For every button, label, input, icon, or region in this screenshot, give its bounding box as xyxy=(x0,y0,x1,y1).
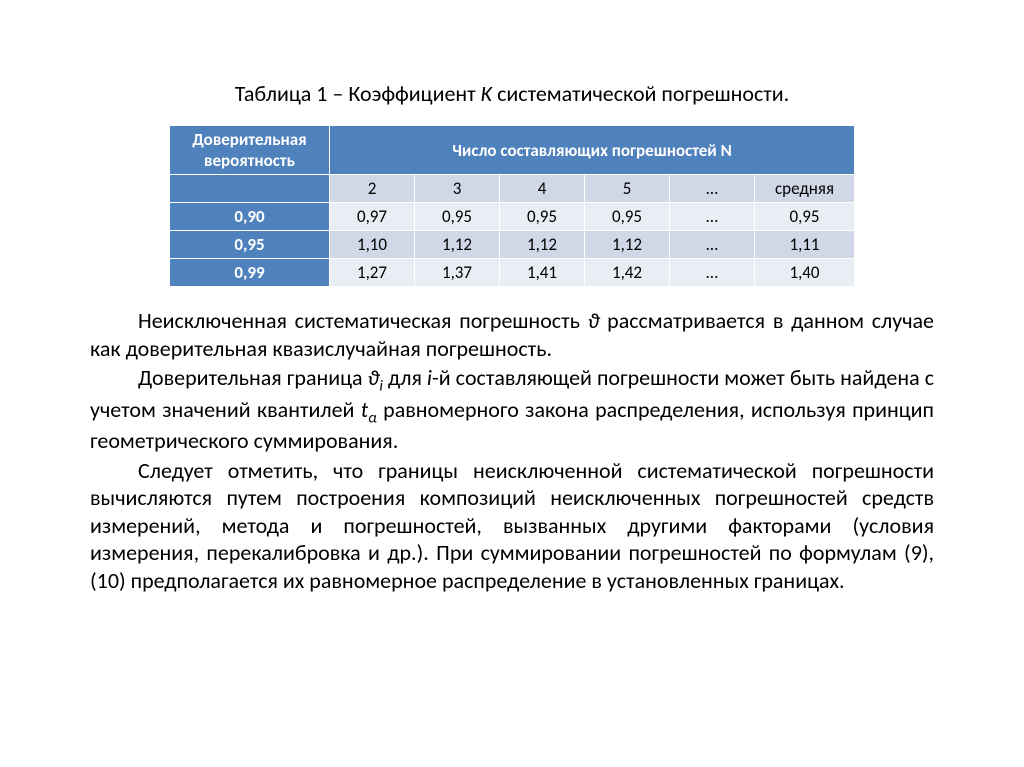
coefficient-table: Доверительная вероятность Число составля… xyxy=(169,125,855,287)
row-label: 0,95 xyxy=(170,231,330,259)
theta-i-symbol: ϑi xyxy=(368,364,383,391)
header-n-col: 2 xyxy=(330,175,415,203)
table-header-row-1: Доверительная вероятность Число составля… xyxy=(170,126,855,175)
theta-char: ϑ xyxy=(368,364,380,391)
header-n-col: 4 xyxy=(500,175,585,203)
caption-coefficient-symbol: K xyxy=(481,80,492,107)
header-n-col: … xyxy=(670,175,755,203)
table-cell: … xyxy=(670,231,755,259)
table-cell: 1,37 xyxy=(415,259,500,287)
body-text: Неисключенная систематическая погрешност… xyxy=(90,307,934,594)
table-row: 0,991,271,371,411,42…1,40 xyxy=(170,259,855,287)
table-cell: 1,41 xyxy=(500,259,585,287)
table-cell: 1,11 xyxy=(755,231,855,259)
table-cell: 0,95 xyxy=(755,203,855,231)
theta-symbol: ϑ xyxy=(588,307,600,334)
row-label: 0,99 xyxy=(170,259,330,287)
table-cell: 1,42 xyxy=(585,259,670,287)
p2-text-a: Доверительная граница xyxy=(138,364,368,391)
header-component-count: Число составляющих погрешностей N xyxy=(330,126,855,175)
table-cell: … xyxy=(670,203,755,231)
table-cell: 1,27 xyxy=(330,259,415,287)
caption-prefix: Таблица 1 – Коэффициент xyxy=(235,80,481,107)
t-sub: α xyxy=(368,408,377,427)
table-cell: 1,10 xyxy=(330,231,415,259)
p2-text-b: для xyxy=(383,364,427,391)
table-cell: 0,95 xyxy=(500,203,585,231)
table-header-row-2: 2345…средняя xyxy=(170,175,855,203)
header-n-col: 3 xyxy=(415,175,500,203)
table-cell: 1,40 xyxy=(755,259,855,287)
t-alpha-symbol: tα xyxy=(361,396,377,423)
table-cell: 0,95 xyxy=(585,203,670,231)
paragraph-3: Следует отметить, что границы неисключен… xyxy=(90,457,934,595)
table-row: 0,951,101,121,121,12…1,11 xyxy=(170,231,855,259)
paragraph-2: Доверительная граница ϑi для i-й составл… xyxy=(90,364,934,455)
row-label: 0,90 xyxy=(170,203,330,231)
table-cell: … xyxy=(670,259,755,287)
table-cell: 0,97 xyxy=(330,203,415,231)
caption-suffix: систематической погрешности. xyxy=(492,80,789,107)
table-row: 0,900,970,950,950,95…0,95 xyxy=(170,203,855,231)
table-cell: 1,12 xyxy=(500,231,585,259)
table-caption: Таблица 1 – Коэффициент K систематическо… xyxy=(90,80,934,107)
header-confidence-probability: Доверительная вероятность xyxy=(170,126,330,175)
table-cell: 1,12 xyxy=(415,231,500,259)
table-cell: 0,95 xyxy=(415,203,500,231)
header-n-col: средняя xyxy=(755,175,855,203)
header-blank-cell xyxy=(170,175,330,203)
table-cell: 1,12 xyxy=(585,231,670,259)
paragraph-1: Неисключенная систематическая погрешност… xyxy=(90,307,934,362)
header-n-col: 5 xyxy=(585,175,670,203)
document-page: Таблица 1 – Коэффициент K систематическо… xyxy=(0,0,1024,594)
p1-text-a: Неисключенная систематическая погрешност… xyxy=(138,307,588,334)
